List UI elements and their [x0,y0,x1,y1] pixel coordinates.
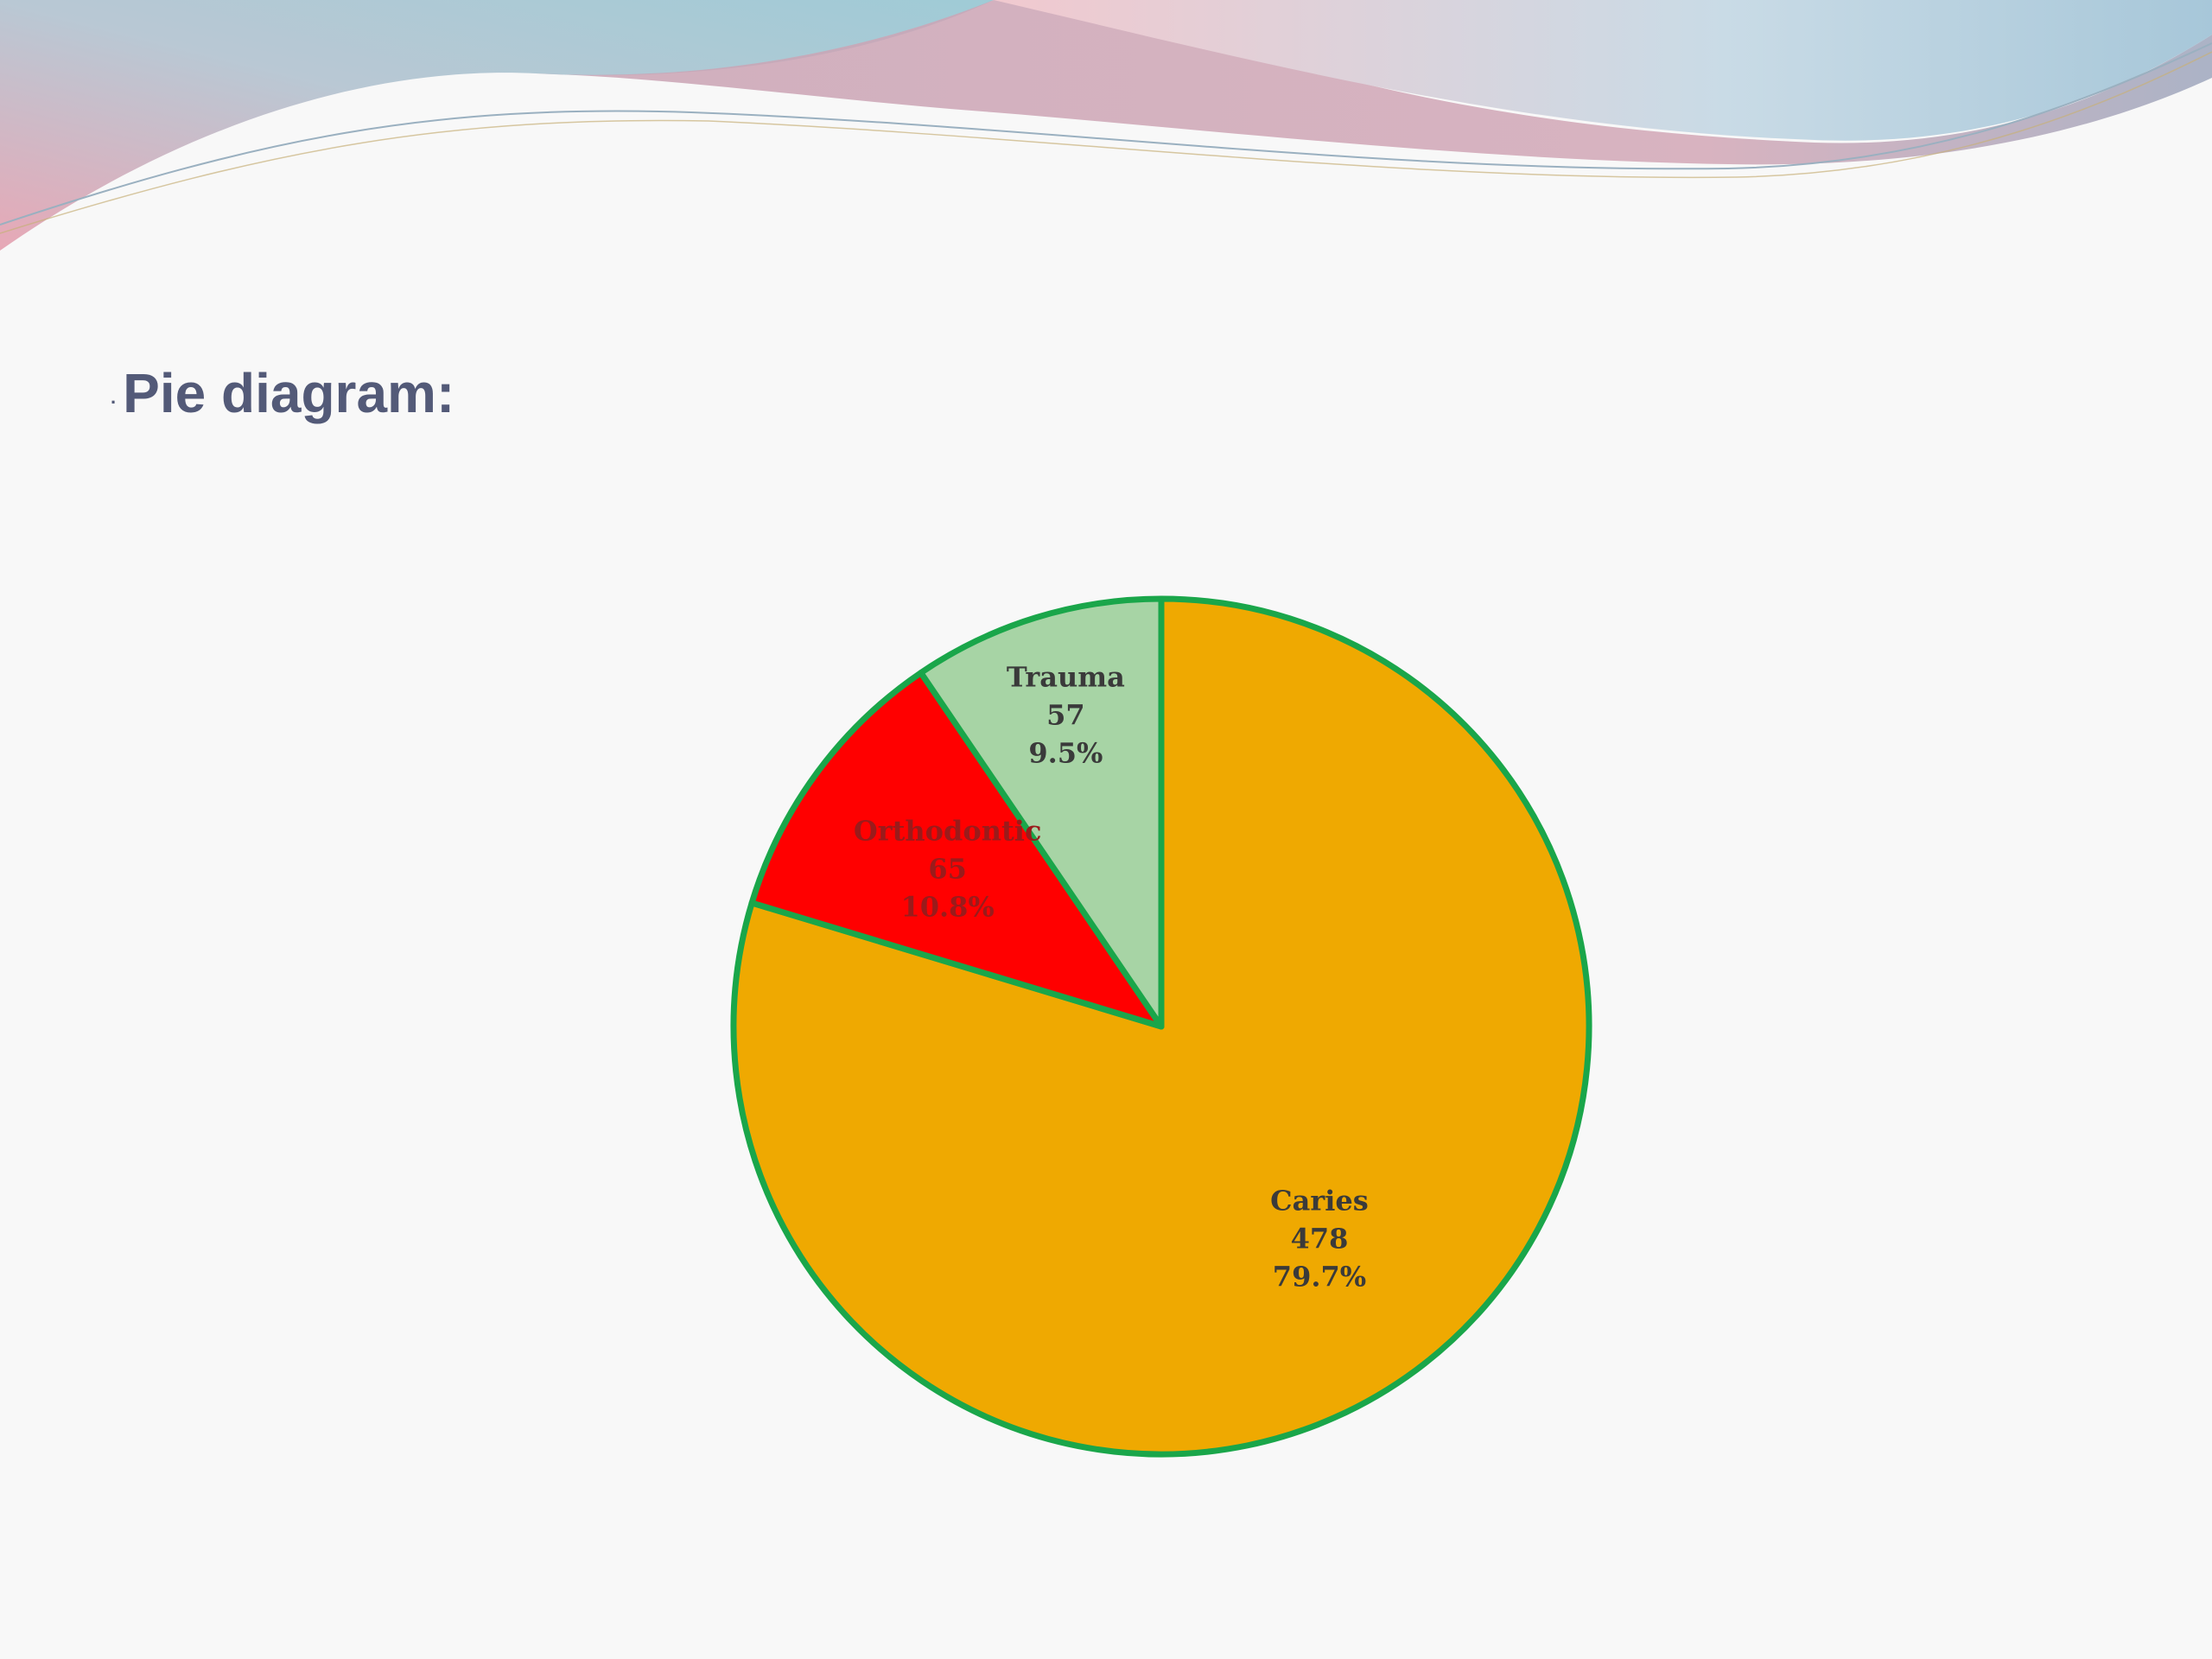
title-bullet: . [111,386,117,409]
slide-title: . Pie diagram: [111,361,454,425]
pie-trauma-percent: 9.5% [1028,736,1103,769]
banner-line [0,42,2212,226]
pie-caries-percent: 79.7% [1273,1260,1366,1293]
slide-title-text: Pie diagram: [123,362,455,424]
banner-wave-right [994,0,2212,141]
banner-wave-middle [536,0,2212,165]
pie-orthodontic-percent: 10.8% [900,890,994,923]
pie-slice-orthodontic [748,670,1165,1030]
pie-trauma-label: Trauma [1007,660,1125,693]
decorative-banner [0,0,2212,251]
banner-line-2 [0,51,2212,234]
pie-orthodontic-label: Orthodontic [854,814,1042,847]
pie-orthodontic-value: 65 [928,852,967,885]
pie-caries-value: 478 [1291,1222,1349,1255]
pie-slices [730,595,1592,1458]
pie-labels: Caries 478 79.7% Orthodontic 65 10.8% Trauma 57… [854,660,1369,1293]
banner-wave-left [0,0,994,251]
pie-caries-label: Caries [1270,1184,1369,1217]
pie-trauma-value: 57 [1046,698,1085,731]
pie-slice-trauma [918,595,1165,1030]
